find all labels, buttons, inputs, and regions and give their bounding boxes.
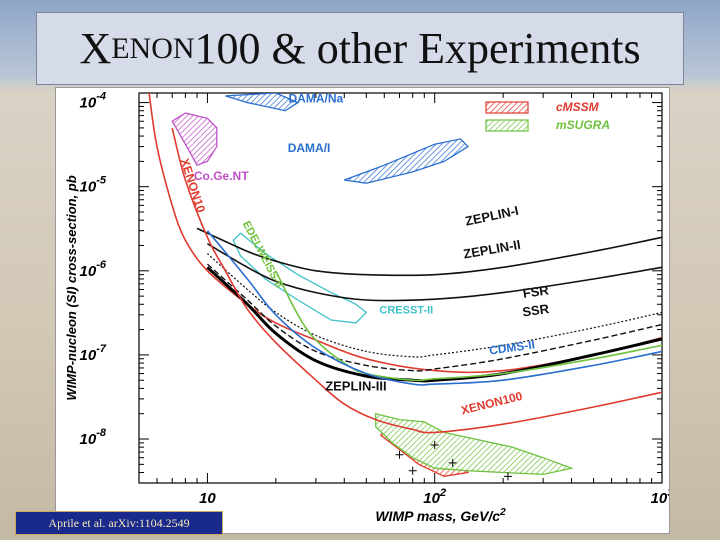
- curve-label-zeplin-iii: ZEPLIN-III: [325, 378, 386, 393]
- x-axis-title: WIMP mass, GeV/c2: [375, 507, 506, 524]
- model-point-marker: [408, 466, 417, 475]
- curve-edelweiss-ii: [275, 270, 662, 382]
- plot-area-border: [138, 92, 663, 484]
- curve-label-ssr: SSR: [521, 301, 550, 320]
- curve-label-cresst-ii: CRESST-II: [379, 305, 433, 317]
- region-msugra: [375, 412, 574, 476]
- slide-title: X ENON 100 & other Experiments: [36, 12, 684, 85]
- curve-label-zeplin-i: ZEPLIN-I: [464, 203, 520, 229]
- curve-zeplin-i: [196, 227, 662, 277]
- curve-label-xenon100: XENON100: [460, 389, 525, 418]
- y-tick-label: 10-6: [80, 259, 107, 280]
- title-rest: 100 & other Experiments: [194, 24, 641, 73]
- legend-label-cmssm: cMSSM: [556, 100, 600, 114]
- curve-label-co-ge-nt: Co.Ge.NT: [194, 169, 249, 183]
- x-tick-label: 10: [199, 490, 216, 507]
- curve-label-dama-i: DAMA/I: [288, 141, 331, 155]
- title-smallcaps: ENON: [111, 31, 195, 65]
- model-point-marker: [448, 458, 457, 467]
- plot-content: [148, 93, 662, 481]
- y-tick-label: 10-8: [80, 427, 107, 448]
- title-first-letter: X: [79, 24, 112, 73]
- y-tick-label: 10-7: [80, 343, 107, 364]
- model-point-marker: [503, 472, 512, 481]
- y-tick-label: 10-4: [80, 91, 106, 112]
- region-cresst-ii: [232, 232, 368, 324]
- legend-swatch-msugra: [485, 119, 529, 132]
- y-axis-title: WIMP-nucleon (SI) cross-section, pb: [64, 175, 79, 400]
- model-point-marker: [395, 450, 404, 459]
- curve-label-dama-na: DAMA/Na: [289, 92, 344, 106]
- citation-box: Aprile et al. arXiv:1104.2549: [15, 511, 223, 535]
- curve-label-zeplin-ii: ZEPLIN-II: [462, 237, 522, 262]
- model-point-marker: [430, 440, 439, 449]
- legend-label-msugra: mSUGRA: [556, 118, 610, 132]
- y-tick-label: 10-5: [80, 175, 107, 196]
- curve-label-edelweiss-ii: EDELWEISS-II: [240, 219, 285, 290]
- curve-ssr: [206, 263, 662, 372]
- curve-zeplin-ii: [206, 243, 662, 302]
- curve-xenon100: [171, 127, 662, 434]
- region-co-ge-nt: [171, 112, 218, 167]
- region-dama-i: [344, 138, 469, 184]
- curve-xenon10: [148, 93, 662, 374]
- region-dama-na: [225, 93, 300, 112]
- curve-cdms-ii: [206, 230, 662, 386]
- exclusion-plot: 10 102 103 10-4 10-5 10-6 10-7 10-8 WIMP mass, G…: [64, 91, 669, 524]
- curve-label-cdms-ii: CDMS-II: [488, 337, 536, 357]
- legend-swatch-cmssm: [485, 101, 529, 114]
- curve-label-xenon10: XENON10: [178, 157, 209, 215]
- curve-label-fsr: FSR: [522, 282, 550, 301]
- x-tick-label: 103: [651, 487, 669, 507]
- x-tick-label: 102: [423, 487, 446, 507]
- plot-frame: 10 102 103 10-4 10-5 10-6 10-7 10-8 WIMP mass, G…: [55, 87, 670, 534]
